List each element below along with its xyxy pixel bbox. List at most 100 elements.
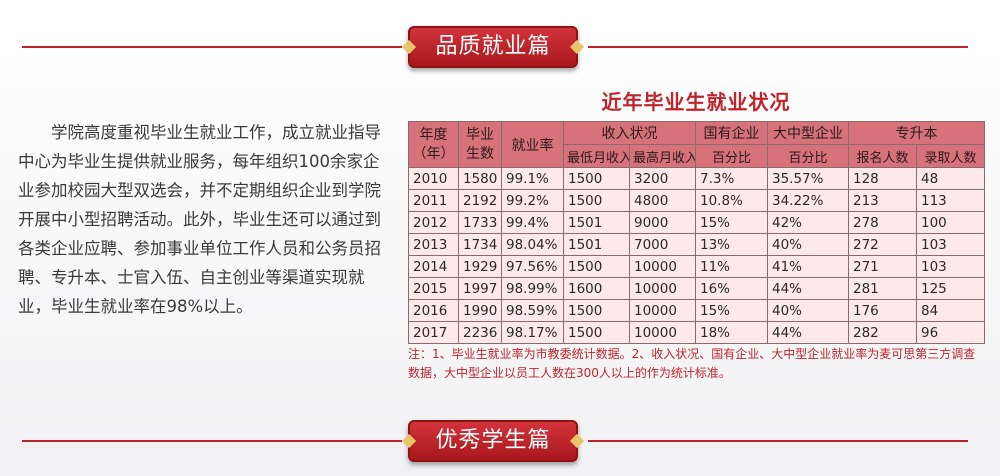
table-row: 2016 1990 98.59% 1500 10000 15% 40% 176 …: [408, 299, 985, 322]
cell-large-percent: 40%: [767, 299, 849, 322]
header-income-min: 最低月收入: [563, 144, 630, 168]
cell-graduates: 1997: [458, 277, 502, 300]
cell-income-max: 9000: [629, 211, 696, 234]
header-upgrade: 专升本: [848, 121, 985, 145]
cell-soe-percent: 11%: [695, 255, 768, 278]
table-row: 2013 1734 98.04% 1501 7000 13% 40% 272 1…: [408, 233, 985, 256]
cell-graduates: 1929: [458, 255, 502, 278]
cell-admitted: 103: [916, 255, 985, 278]
divider-line-right: [588, 440, 968, 442]
cell-income-min: 1500: [563, 167, 630, 190]
section-banner-top: 品质就业篇: [0, 22, 1000, 72]
cell-income-max: 10000: [629, 299, 696, 322]
cell-year: 2013: [408, 233, 459, 256]
table-row: 2014 1929 97.56% 1500 10000 11% 41% 271 …: [408, 255, 985, 278]
cell-income-min: 1500: [563, 189, 630, 212]
cell-large-percent: 44%: [767, 277, 849, 300]
cell-rate: 98.59%: [501, 299, 564, 322]
header-soe-percent: 百分比: [695, 144, 768, 168]
cell-admitted: 84: [916, 299, 985, 322]
cell-income-max: 10000: [629, 321, 696, 344]
cell-rate: 98.17%: [501, 321, 564, 344]
cell-applicants: 278: [848, 211, 917, 234]
header-year: 年度（年）: [408, 121, 459, 168]
cell-year: 2012: [408, 211, 459, 234]
cell-graduates: 1990: [458, 299, 502, 322]
intro-paragraph: 学院高度重视毕业生就业工作，成立就业指导中心为毕业生提供就业服务，每年组织100…: [18, 123, 381, 316]
cell-rate: 99.2%: [501, 189, 564, 212]
header-large-percent: 百分比: [767, 144, 849, 168]
cell-large-percent: 40%: [767, 233, 849, 256]
cell-year: 2017: [408, 321, 459, 344]
table-row: 2017 2236 98.17% 1500 10000 18% 44% 282 …: [408, 321, 985, 344]
cell-graduates: 1580: [458, 167, 502, 190]
cell-rate: 98.99%: [501, 277, 564, 300]
cell-year: 2015: [408, 277, 459, 300]
cell-large-percent: 44%: [767, 321, 849, 344]
table-body: 2010 1580 99.1% 1500 3200 7.3% 35.57% 12…: [408, 167, 985, 344]
header-soe: 国有企业: [695, 121, 768, 145]
cell-admitted: 48: [916, 167, 985, 190]
table-row: 2012 1733 99.4% 1501 9000 15% 42% 278 10…: [408, 211, 985, 234]
section-title-bottom: 优秀学生篇: [435, 428, 551, 453]
table-row: 2015 1997 98.99% 1600 10000 16% 44% 281 …: [408, 277, 985, 300]
cell-year: 2016: [408, 299, 459, 322]
cell-soe-percent: 16%: [695, 277, 768, 300]
cell-admitted: 100: [916, 211, 985, 234]
cell-applicants: 128: [848, 167, 917, 190]
cell-soe-percent: 15%: [695, 211, 768, 234]
cell-soe-percent: 18%: [695, 321, 768, 344]
header-applicants: 报名人数: [848, 144, 917, 168]
cell-large-percent: 42%: [767, 211, 849, 234]
cell-large-percent: 34.22%: [767, 189, 849, 212]
cell-soe-percent: 13%: [695, 233, 768, 256]
cell-admitted: 96: [916, 321, 985, 344]
cell-applicants: 281: [848, 277, 917, 300]
cell-rate: 98.04%: [501, 233, 564, 256]
header-rate: 就业率: [501, 121, 564, 168]
cell-income-max: 10000: [629, 255, 696, 278]
cell-income-min: 1501: [563, 233, 630, 256]
divider-line-left: [22, 46, 402, 48]
cell-applicants: 271: [848, 255, 917, 278]
cell-applicants: 213: [848, 189, 917, 212]
section-tab-bottom: 优秀学生篇: [408, 420, 578, 462]
cell-income-min: 1500: [563, 321, 630, 344]
cell-income-min: 1500: [563, 255, 630, 278]
cell-income-min: 1501: [563, 211, 630, 234]
cell-income-max: 7000: [629, 233, 696, 256]
section-banner-bottom: 优秀学生篇: [0, 416, 1000, 466]
cell-graduates: 1734: [458, 233, 502, 256]
cell-graduates: 1733: [458, 211, 502, 234]
cell-income-max: 10000: [629, 277, 696, 300]
cell-admitted: 125: [916, 277, 985, 300]
header-income-max: 最高月收入: [629, 144, 696, 168]
employment-table: 年度（年） 毕业生数 就业率 收入状况 国有企业 大中型企业 专升本 最低月收入…: [408, 121, 985, 344]
cell-income-min: 1600: [563, 277, 630, 300]
cell-year: 2014: [408, 255, 459, 278]
cell-large-percent: 41%: [767, 255, 849, 278]
cell-income-min: 1500: [563, 299, 630, 322]
cell-graduates: 2236: [458, 321, 502, 344]
cell-rate: 99.1%: [501, 167, 564, 190]
cell-applicants: 176: [848, 299, 917, 322]
header-graduates: 毕业生数: [458, 121, 502, 168]
table-row: 2010 1580 99.1% 1500 3200 7.3% 35.57% 12…: [408, 167, 985, 190]
cell-admitted: 113: [916, 189, 985, 212]
cell-soe-percent: 10.8%: [695, 189, 768, 212]
cell-year: 2010: [408, 167, 459, 190]
cell-applicants: 282: [848, 321, 917, 344]
header-income: 收入状况: [563, 121, 696, 145]
table-title: 近年毕业生就业状况: [601, 90, 791, 114]
divider-line-right: [588, 46, 968, 48]
cell-large-percent: 35.57%: [767, 167, 849, 190]
cell-income-max: 4800: [629, 189, 696, 212]
cell-soe-percent: 7.3%: [695, 167, 768, 190]
header-large: 大中型企业: [767, 121, 849, 145]
cell-admitted: 103: [916, 233, 985, 256]
divider-line-left: [22, 440, 402, 442]
cell-soe-percent: 15%: [695, 299, 768, 322]
table-footnote: 注：1、毕业生就业率为市教委统计数据。2、收入状况、国有企业、大中型企业就业率为…: [408, 347, 976, 380]
cell-graduates: 2192: [458, 189, 502, 212]
section-tab-top: 品质就业篇: [408, 26, 578, 68]
